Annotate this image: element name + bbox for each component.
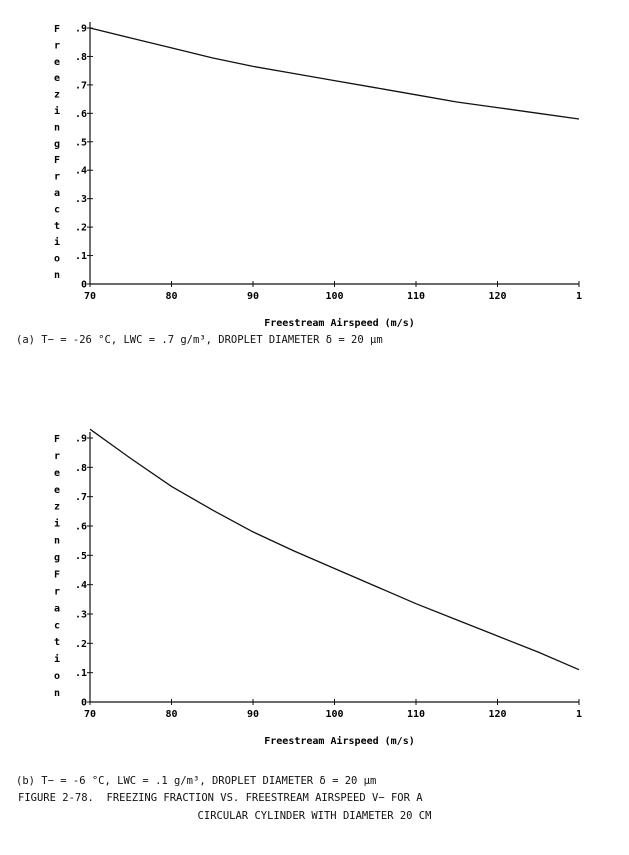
chart-a-ytick-label: .3	[75, 194, 87, 205]
chart-b-ytick-label: .2	[75, 639, 87, 650]
chart-b-ytick-label: .6	[75, 522, 87, 533]
chart-b-ytick-label: .5	[75, 551, 87, 562]
chart-b-xtick-label: 80	[165, 709, 177, 720]
chart-a-ylabel-letter: e	[54, 73, 60, 84]
chart-a-ytick-label: .9	[75, 24, 87, 35]
chart-a-series-line	[89, 27, 580, 120]
chart-a-ylabel-letter: a	[54, 188, 60, 199]
chart-b-xlabel: Freestream Airspeed (m/s)	[264, 735, 415, 747]
chart-a-ylabel-letter: c	[54, 204, 60, 215]
chart-a-xtick-label: 80	[165, 291, 177, 302]
chart-b-ytick-label: .4	[75, 580, 87, 591]
chart-a-ytick-label: .8	[75, 52, 87, 63]
chart-b-xtick-label: 110	[407, 709, 425, 720]
figure-title-line1: FIGURE 2-78. FREEZING FRACTION VS. FREES…	[18, 792, 423, 804]
chart-b-ylabel-letter: e	[54, 485, 60, 496]
chart-b-ytick-label: .8	[75, 463, 87, 474]
chart-b-series-line	[89, 428, 580, 671]
chart-b-ylabel-letter: n	[54, 536, 60, 547]
chart-a-ylabel-letter: t	[54, 221, 60, 232]
chart-b-ytick-label: .1	[75, 668, 87, 679]
chart-b-ylabel-letter: r	[54, 586, 60, 597]
chart-a-ytick-label: .6	[75, 109, 87, 120]
chart-b-ytick-label: .7	[75, 492, 87, 503]
chart-a-ylabel-letter: i	[54, 105, 60, 117]
chart-b-ylabel-letter: F	[54, 434, 60, 445]
chart-a-ylabel-letter: z	[54, 90, 60, 101]
chart-a-ytick-label: .2	[75, 223, 87, 234]
chart-a-ytick-label: .5	[75, 137, 87, 148]
chart-a-ylabel-letter: e	[54, 57, 60, 68]
chart-b-xtick-label: 100	[325, 709, 343, 720]
chart-a-ylabel-letter: F	[54, 24, 60, 35]
chart-a-xtick-label: 1	[576, 291, 582, 302]
chart-b-xtick-label: 70	[84, 709, 96, 720]
chart-b-ylabel-letter: n	[54, 688, 60, 699]
chart-a-ylabel-letter: r	[54, 172, 60, 183]
chart-b-xtick-label: 1	[576, 709, 582, 720]
chart-a-caption: (a) T− = -26 °C, LWC = .7 g/m³, DROPLET …	[16, 334, 383, 346]
chart-a-ylabel-letter: n	[54, 270, 60, 281]
chart-b-ylabel-letter: g	[54, 553, 60, 564]
chart-b-ylabel-letter: F	[54, 569, 60, 580]
chart-b-ylabel-letter: a	[54, 603, 60, 614]
chart-a-ylabel-letter: g	[54, 139, 60, 150]
chart-a-ylabel-letter: n	[54, 122, 60, 133]
chart-a-ylabel-letter: i	[54, 236, 60, 248]
chart-a-ytick-label: .7	[75, 80, 87, 91]
chart-b-xtick-label: 120	[488, 709, 506, 720]
chart-b-ytick-label: 0	[81, 698, 87, 709]
chart-b-ytick-label: .9	[75, 434, 87, 445]
chart-a-xtick-label: 90	[247, 291, 259, 302]
chart-a-ylabel-letter: r	[54, 40, 60, 51]
chart-b-ylabel-letter: i	[54, 518, 60, 530]
chart-a-ytick-label: 0	[81, 280, 87, 291]
chart-b-ylabel-letter: z	[54, 502, 60, 513]
chart-b-ytick-label: .3	[75, 610, 87, 621]
chart-a-xtick-label: 110	[407, 291, 425, 302]
chart-a-ytick-label: .1	[75, 251, 87, 262]
chart-a-xlabel: Freestream Airspeed (m/s)	[264, 317, 415, 329]
chart-a-xtick-label: 70	[84, 291, 96, 302]
chart-a-xtick-label: 100	[325, 291, 343, 302]
chart-a-xtick-label: 120	[488, 291, 506, 302]
chart-b-ylabel-letter: i	[54, 653, 60, 665]
chart-b-ylabel-letter: r	[54, 451, 60, 462]
chart-b-caption: (b) T− = -6 °C, LWC = .1 g/m³, DROPLET D…	[16, 775, 377, 787]
chart-a-ylabel-letter: o	[54, 254, 60, 265]
chart-a-ylabel-letter: F	[54, 155, 60, 166]
chart-b-xtick-label: 90	[247, 709, 259, 720]
figure-title-line2: CIRCULAR CYLINDER WITH DIAMETER 20 CM	[197, 810, 432, 822]
chart-a-ytick-label: .4	[75, 166, 87, 177]
chart-b-ylabel-letter: o	[54, 671, 60, 682]
chart-b-ylabel-letter: e	[54, 468, 60, 479]
chart-b-ylabel-letter: t	[54, 637, 60, 648]
chart-b-ylabel-letter: c	[54, 620, 60, 631]
